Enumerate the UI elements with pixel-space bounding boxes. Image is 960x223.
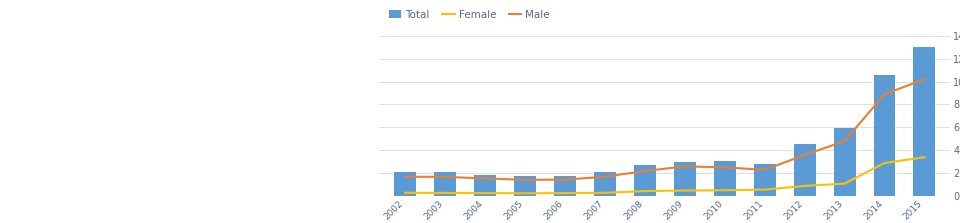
Bar [594, 172, 616, 196]
Bar [474, 175, 496, 196]
Bar [674, 162, 696, 196]
Bar [434, 172, 456, 196]
Bar [634, 165, 656, 196]
Bar [874, 75, 896, 196]
Bar [713, 161, 735, 196]
Bar [914, 47, 935, 196]
Bar [514, 176, 536, 196]
Bar [833, 128, 855, 196]
Bar [794, 144, 816, 196]
Legend: Total, Female, Male: Total, Female, Male [384, 6, 554, 24]
Bar [554, 176, 576, 196]
Bar [754, 164, 776, 196]
Bar [395, 172, 416, 196]
